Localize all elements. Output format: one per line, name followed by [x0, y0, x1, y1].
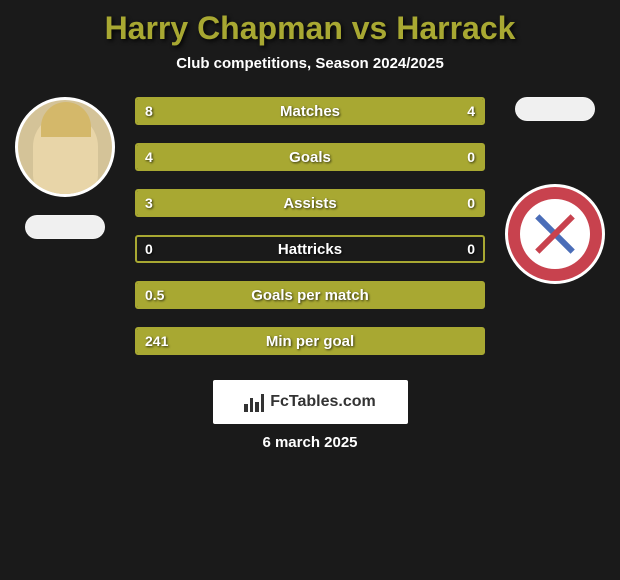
subtitle: Club competitions, Season 2024/2025	[0, 55, 620, 72]
bar-label: Matches	[137, 103, 483, 120]
player-right-club-badge	[505, 184, 605, 284]
bar-right-value: 0	[467, 241, 475, 257]
brand-text: FcTables.com	[270, 393, 376, 411]
stat-bar-row: 8Matches4	[135, 97, 485, 125]
bar-right-value: 0	[467, 195, 475, 211]
player-left-column	[10, 97, 120, 239]
bar-right-value: 4	[467, 103, 475, 119]
bar-label: Hattricks	[137, 241, 483, 258]
stat-bars: 8Matches44Goals03Assists00Hattricks00.5G…	[135, 97, 485, 355]
page-title: Harry Chapman vs Harrack	[0, 10, 620, 47]
stat-bar-row: 4Goals0	[135, 143, 485, 171]
bar-label: Assists	[137, 195, 483, 212]
brand-icon	[244, 392, 264, 412]
bar-right-value: 0	[467, 149, 475, 165]
stat-bar-row: 0Hattricks0	[135, 235, 485, 263]
date-text: 6 march 2025	[0, 434, 620, 451]
bar-label: Goals	[137, 149, 483, 166]
stat-bar-row: 3Assists0	[135, 189, 485, 217]
player-left-avatar	[15, 97, 115, 197]
comparison-infographic: Harry Chapman vs Harrack Club competitio…	[0, 0, 620, 451]
player-left-flag	[25, 215, 105, 239]
stat-bar-row: 241Min per goal	[135, 327, 485, 355]
player-right-flag	[515, 97, 595, 121]
bar-label: Goals per match	[137, 287, 483, 304]
bar-label: Min per goal	[137, 333, 483, 350]
stat-bar-row: 0.5Goals per match	[135, 281, 485, 309]
brand-badge: FcTables.com	[213, 380, 408, 424]
content-row: 8Matches44Goals03Assists00Hattricks00.5G…	[0, 97, 620, 355]
player-right-column	[500, 97, 610, 284]
